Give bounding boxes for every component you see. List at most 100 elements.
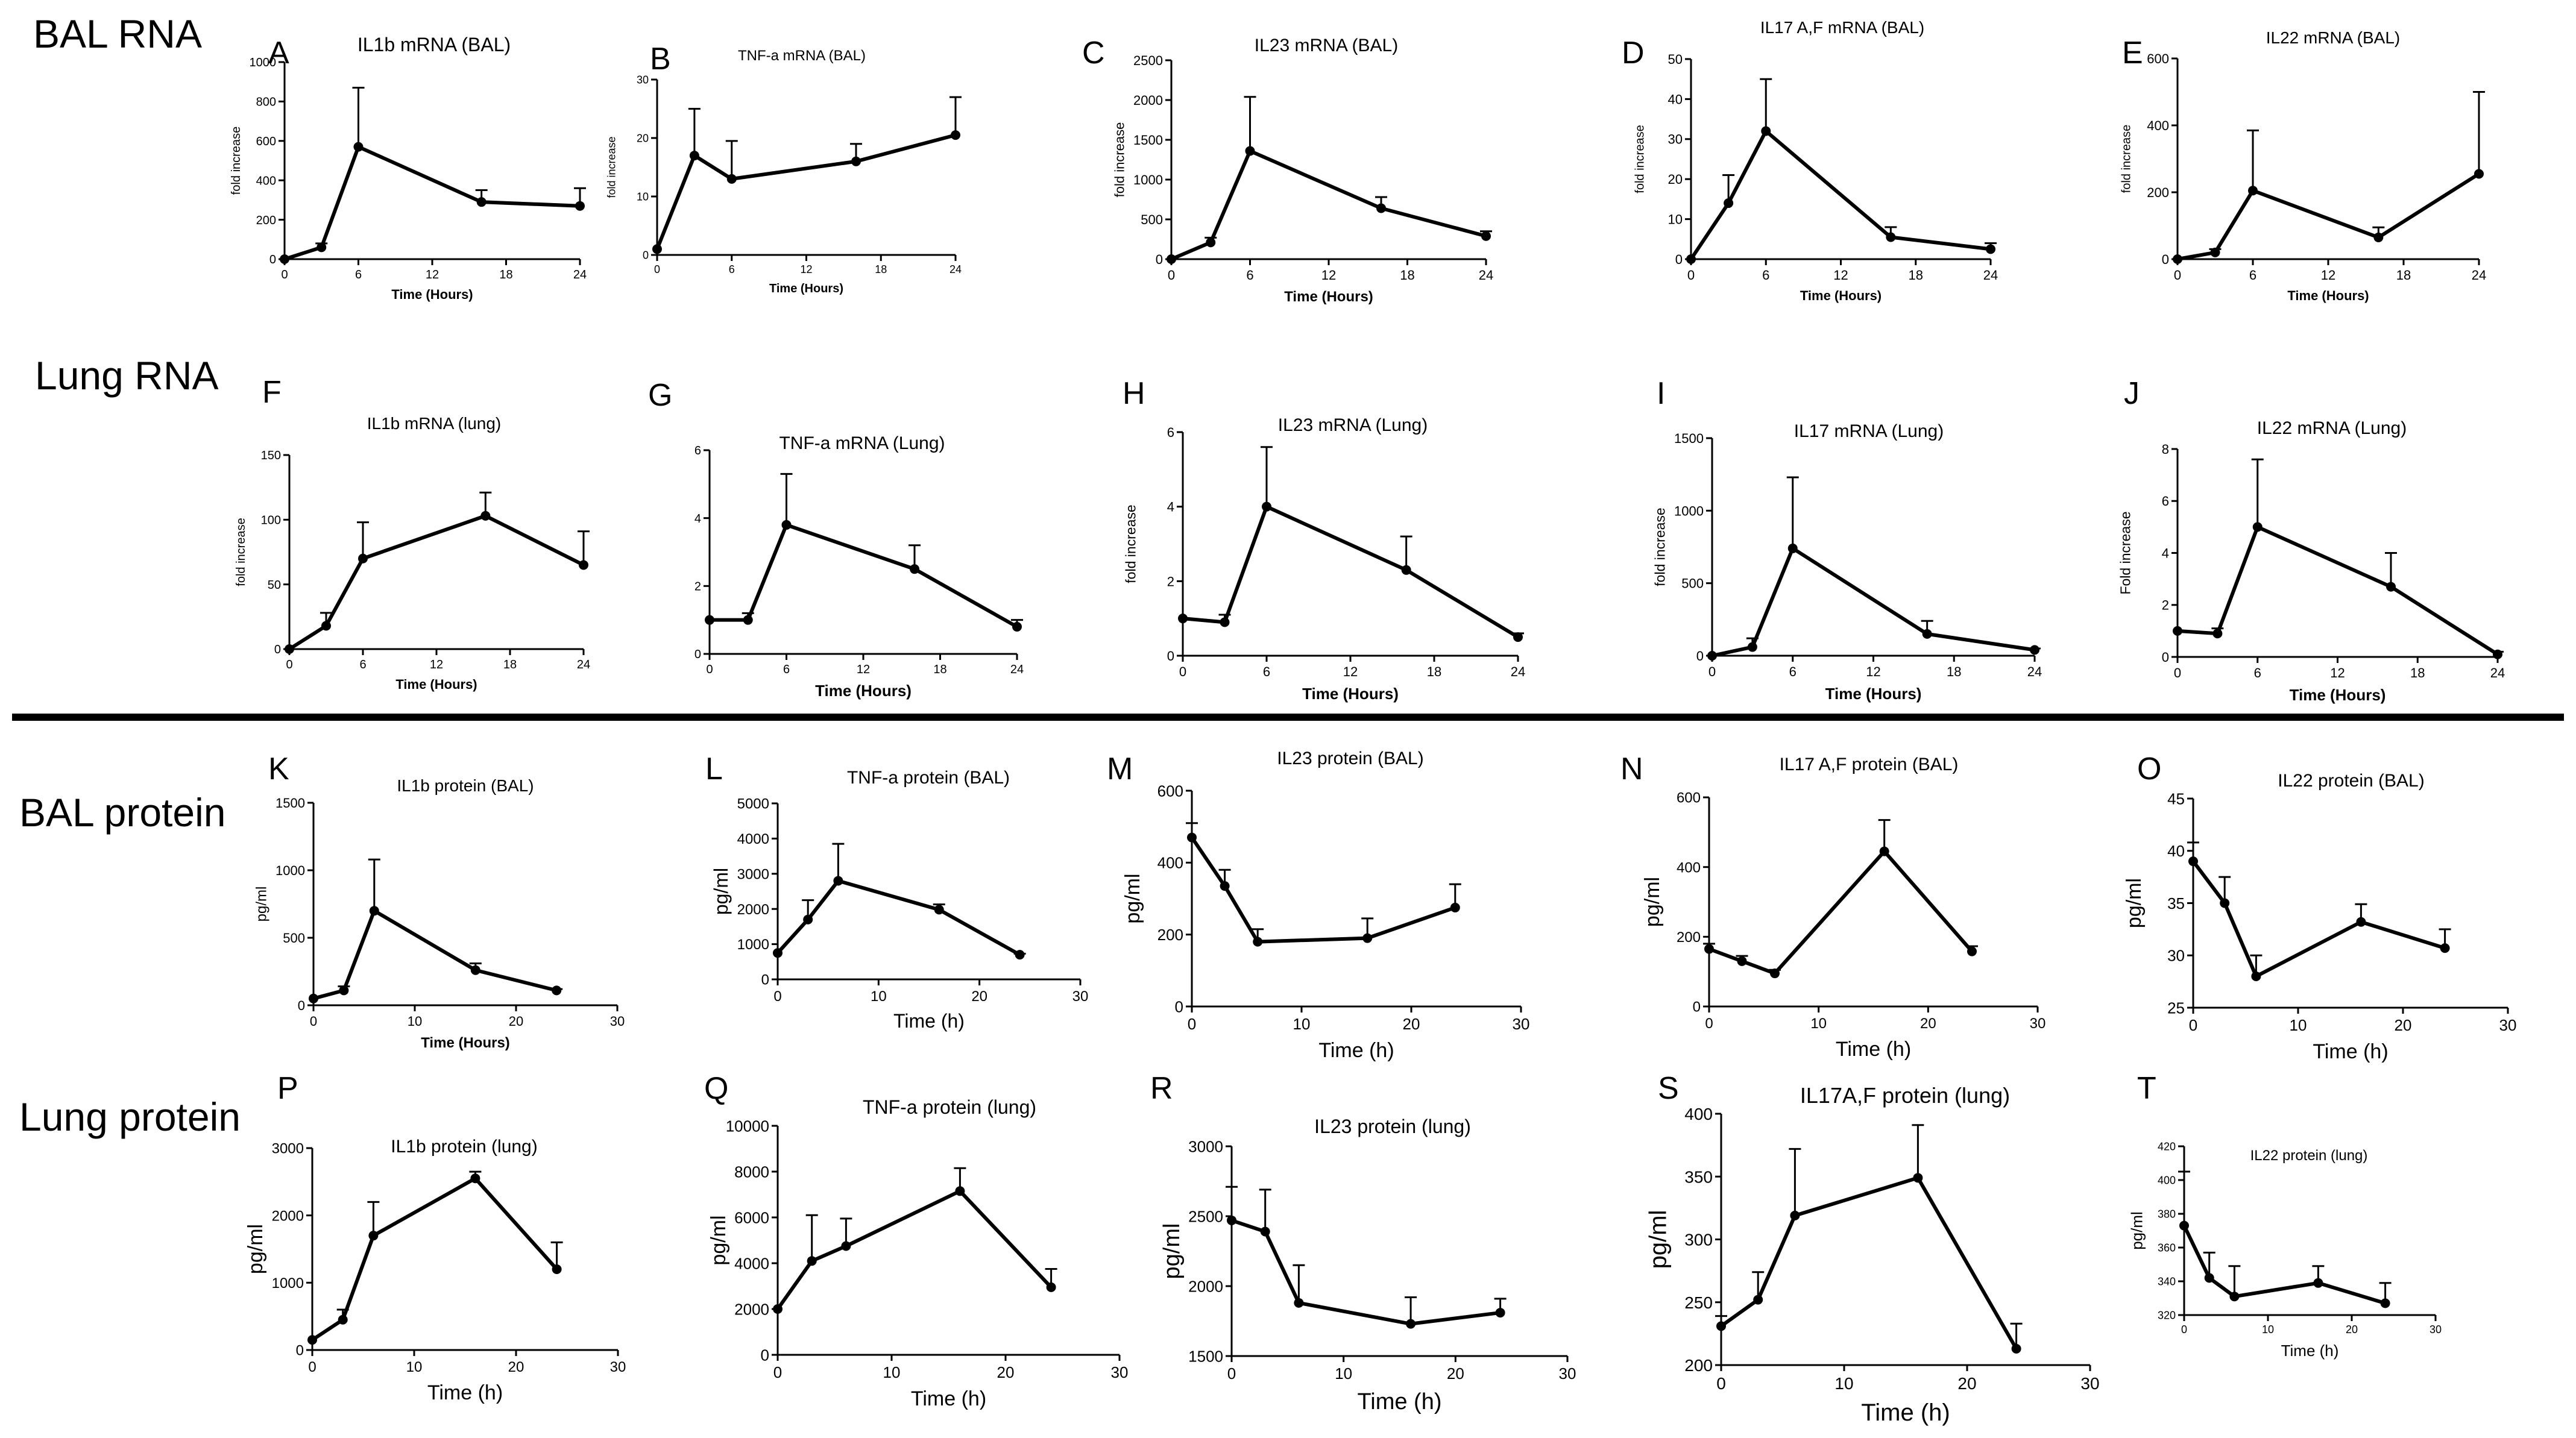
x-tick-label: 18	[933, 663, 946, 676]
y-tick-label: 1000	[1674, 503, 1704, 518]
x-tick-label: 20	[2395, 1016, 2412, 1034]
y-tick-label: 150	[261, 449, 281, 462]
series-line-n	[1708, 849, 1974, 976]
x-tick-label: 20	[1920, 1016, 1936, 1032]
panel-letter-t: T	[2137, 1071, 2156, 1106]
x-tick-label: 0	[1687, 268, 1695, 283]
x-tick-label: 18	[1427, 664, 1441, 679]
data-point	[2204, 1273, 2214, 1283]
chart-title-s: IL17A,F protein (lung)	[1800, 1083, 2010, 1108]
data-point	[1227, 1215, 1236, 1225]
y-tick-label: 1500	[1133, 133, 1163, 148]
data-point	[358, 553, 368, 564]
panel-letter-f: F	[262, 375, 282, 410]
data-point	[1481, 231, 1491, 241]
panel-letter-i: I	[1657, 376, 1665, 411]
data-point	[2248, 186, 2258, 196]
data-point	[1986, 244, 1995, 254]
y-tick-label: 6	[2162, 494, 2169, 509]
y-tick-label: 500	[283, 931, 305, 946]
y-tick-label: 0	[1156, 252, 1163, 267]
data-point	[2030, 645, 2039, 655]
data-point	[338, 1314, 348, 1325]
data-point	[1704, 944, 1714, 954]
y-tick-label: 2000	[734, 1300, 769, 1318]
y-tick-label: 800	[256, 96, 276, 109]
y-tick-label: 0	[1696, 648, 1704, 664]
y-tick-label: 400	[1684, 1105, 1713, 1123]
data-point	[841, 1241, 851, 1251]
panel-i: I IL17 mRNA (Lung) 0 500 1000 1500 0 6 12 18 24 Tim…	[1652, 376, 2042, 703]
data-point	[368, 1231, 379, 1241]
chart-title-d: IL17 A,F mRNA (BAL)	[1760, 18, 1924, 37]
data-point	[579, 560, 588, 570]
x-axis-label-b: Time (Hours)	[769, 282, 843, 295]
x-axis-label-g: Time (Hours)	[815, 682, 912, 700]
y-tick-label: 2	[1167, 574, 1174, 589]
chart-title-a: IL1b mRNA (BAL)	[357, 34, 511, 55]
x-tick-label: 6	[2254, 665, 2261, 680]
x-tick-label: 24	[1983, 268, 1998, 283]
data-point	[934, 905, 944, 915]
y-axis-label-h: fold increase	[1123, 504, 1139, 583]
data-point	[1220, 617, 1230, 627]
y-tick-label: 3000	[272, 1141, 304, 1157]
panel-k: K IL1b protein (BAL) 0 500 1000 1500 0 10 20 30 Ti…	[254, 752, 625, 1051]
chart-title-m: IL23 protein (BAL)	[1277, 749, 1423, 768]
x-axis-label-d: Time (Hours)	[1800, 288, 1882, 303]
x-tick-label: 30	[2499, 1016, 2517, 1034]
x-tick-label: 6	[783, 663, 790, 676]
data-point	[1167, 254, 1176, 264]
x-tick-label: 10	[1335, 1364, 1352, 1383]
x-tick-label: 20	[509, 1014, 523, 1029]
y-tick-label: 0	[694, 648, 701, 661]
y-tick-label: 400	[1677, 859, 1701, 876]
y-tick-label: 0	[1675, 252, 1683, 267]
panel-l: L TNF-a protein (BAL) 0 1000 2000 3000 4000 500…	[705, 752, 1088, 1032]
series-line-e	[2177, 172, 2480, 261]
x-tick-label: 24	[573, 268, 587, 281]
y-tick-label: 40	[2167, 842, 2185, 860]
panel-letter-n: N	[1620, 752, 1643, 787]
y-tick-label: 10000	[726, 1117, 769, 1135]
x-tick-label: 10	[1810, 1016, 1827, 1032]
x-tick-label: 18	[1400, 268, 1414, 283]
y-tick-label: 4000	[737, 831, 769, 847]
y-tick-label: 0	[296, 1343, 304, 1359]
y-axis-label-t: pg/ml	[2127, 1211, 2146, 1250]
x-axis-label-e: Time (Hours)	[2287, 288, 2369, 303]
series-line-t	[2182, 1225, 2386, 1305]
x-tick-label: 12	[1866, 664, 1880, 679]
panel-letter-m: M	[1107, 752, 1133, 787]
x-tick-label: 6	[1246, 268, 1253, 283]
panel-letter-b: B	[650, 42, 671, 77]
chart-title-j: IL22 mRNA (Lung)	[2257, 418, 2407, 438]
data-point	[807, 1256, 817, 1266]
data-point	[1967, 946, 1977, 956]
y-axis-label-i: fold increase	[1652, 507, 1668, 586]
x-axis-label-l: Time (h)	[893, 1010, 965, 1032]
chart-title-h: IL23 mRNA (Lung)	[1278, 415, 1428, 435]
panel-r: R IL23 protein (lung) 1500 2000 2500 3000 0 10 2…	[1150, 1071, 1576, 1414]
panel-letter-h: H	[1123, 376, 1145, 411]
x-tick-label: 20	[971, 988, 987, 1005]
data-point	[743, 615, 753, 625]
x-axis-label-h: Time (Hours)	[1302, 685, 1399, 703]
series-line-g	[710, 523, 1018, 629]
data-point	[910, 564, 919, 574]
panel-q: Q TNF-a protein (lung) 0 2000 4000 6000 8000 10…	[704, 1071, 1128, 1410]
data-point	[369, 906, 379, 916]
y-axis-label-r: pg/ml	[1159, 1223, 1185, 1279]
y-tick-label: 30	[1668, 132, 1683, 147]
panel-letter-o: O	[2137, 752, 2161, 787]
y-tick-label: 600	[256, 135, 276, 148]
y-tick-label: 400	[1157, 854, 1183, 872]
y-tick-label: 1000	[272, 1275, 304, 1292]
y-axis-label-q: pg/ml	[707, 1215, 730, 1265]
y-tick-label: 1000	[276, 863, 305, 878]
data-point	[2440, 943, 2450, 953]
data-point	[1220, 881, 1230, 891]
chart-title-o: IL22 protein (BAL)	[2278, 771, 2424, 791]
y-tick-label: 1500	[1674, 431, 1704, 446]
